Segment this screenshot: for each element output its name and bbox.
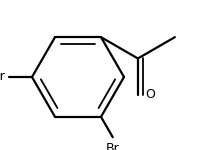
Text: Br: Br (105, 142, 119, 150)
Text: Br: Br (0, 70, 5, 84)
Text: O: O (144, 88, 154, 101)
